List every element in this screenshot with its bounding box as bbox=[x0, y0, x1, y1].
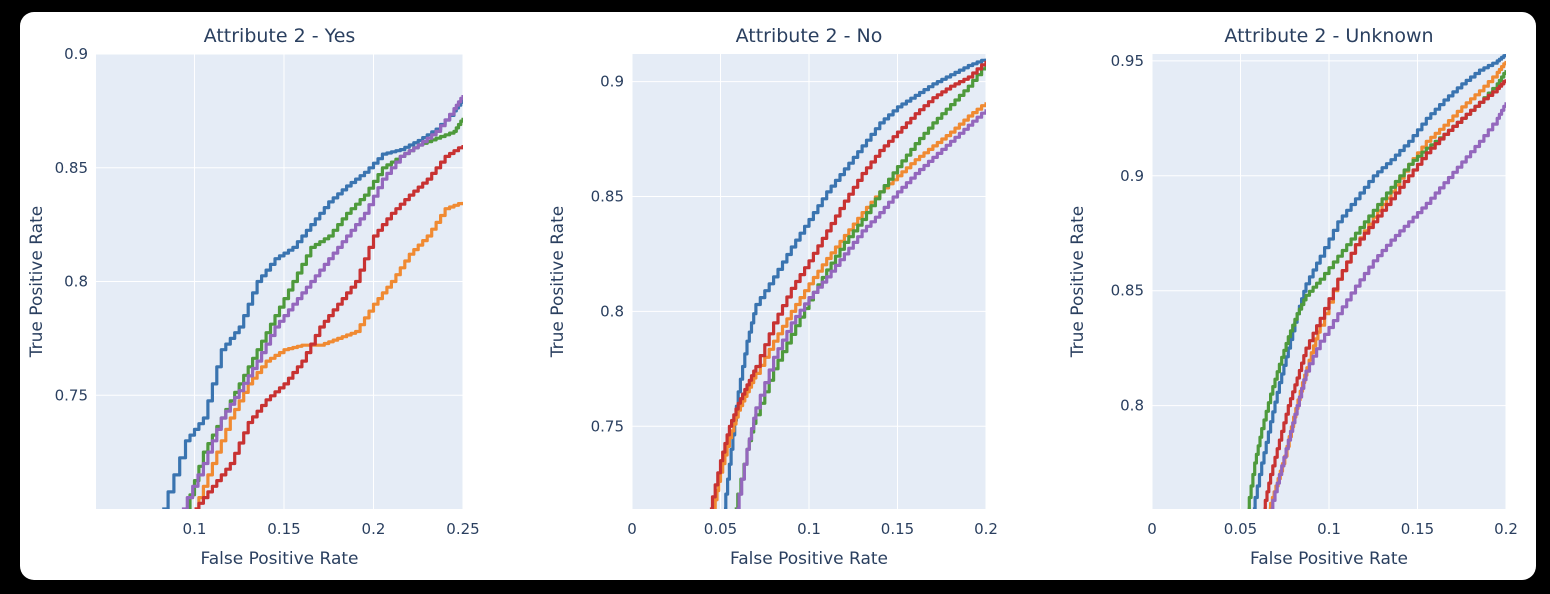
chart-2: 0 0.05 0.1 0.15 0.2 0.75 0.8 0.85 0.9 Attribute 2… bbox=[548, 25, 998, 569]
roc-charts: 0.1 0.15 0.2 0.25 0.75 0.8 0.85 0.9 Attribute 2 … bbox=[27, 25, 1518, 569]
roc-curve-4 bbox=[709, 60, 986, 509]
y-tick-label: 0.95 bbox=[1111, 52, 1144, 70]
roc-curve-4 bbox=[194, 145, 463, 509]
x-tick-label: 0.15 bbox=[881, 520, 914, 538]
roc-curve-5 bbox=[736, 109, 986, 509]
series-group bbox=[162, 95, 463, 509]
x-axis-title: False Positive Rate bbox=[1250, 549, 1408, 569]
y-tick-label: 0.85 bbox=[591, 187, 624, 205]
y-tick-label: 0.85 bbox=[55, 159, 88, 177]
x-tick-label: 0.1 bbox=[797, 520, 821, 538]
x-tick-label: 0.05 bbox=[704, 520, 737, 538]
x-tick-label: 0.2 bbox=[362, 520, 386, 538]
y-tick-label: 0.8 bbox=[1120, 397, 1144, 415]
x-tick-label: 0.15 bbox=[1401, 520, 1434, 538]
series-group bbox=[1247, 54, 1506, 509]
x-tick-label: 0.25 bbox=[446, 520, 479, 538]
y-axis-title: True Positive Rate bbox=[1068, 206, 1088, 358]
x-tick-label: 0.05 bbox=[1224, 520, 1257, 538]
x-tick-label: 0.1 bbox=[183, 520, 207, 538]
y-tick-label: 0.8 bbox=[64, 273, 88, 291]
roc-curve-1 bbox=[1252, 54, 1506, 509]
chart-1: 0.1 0.15 0.2 0.25 0.75 0.8 0.85 0.9 Attribute 2 … bbox=[27, 25, 480, 569]
y-tick-label: 0.9 bbox=[1120, 167, 1144, 185]
x-tick-label: 0.15 bbox=[267, 520, 300, 538]
roc-curve-5 bbox=[181, 95, 463, 509]
x-axis-title: False Positive Rate bbox=[201, 549, 359, 569]
chart-title: Attribute 2 - Unknown bbox=[1224, 25, 1433, 47]
x-tick-label: 0.1 bbox=[1317, 520, 1341, 538]
series-group bbox=[709, 58, 986, 509]
chart-title: Attribute 2 - Yes bbox=[204, 25, 356, 47]
x-tick-label: 0.2 bbox=[974, 520, 998, 538]
roc-curve-1 bbox=[724, 58, 986, 509]
y-tick-label: 0.8 bbox=[600, 302, 624, 320]
chart-title: Attribute 2 - No bbox=[736, 25, 883, 47]
chart-3: 0 0.05 0.1 0.15 0.2 0.8 0.85 0.9 0.95 Attribute 2… bbox=[1068, 25, 1518, 569]
x-tick-label: 0 bbox=[1147, 520, 1157, 538]
y-axis-title: True Positive Rate bbox=[548, 206, 568, 358]
y-tick-label: 0.9 bbox=[64, 45, 88, 63]
y-tick-label: 0.9 bbox=[600, 73, 624, 91]
y-tick-label: 0.75 bbox=[55, 386, 88, 404]
roc-curve-5 bbox=[1270, 102, 1506, 509]
x-tick-label: 0.2 bbox=[1494, 520, 1518, 538]
roc-curve-2 bbox=[194, 201, 463, 509]
x-axis-title: False Positive Rate bbox=[730, 549, 888, 569]
x-tick-label: 0 bbox=[627, 520, 637, 538]
y-axis-title: True Positive Rate bbox=[27, 206, 47, 358]
y-tick-label: 0.75 bbox=[591, 417, 624, 435]
roc-curve-4 bbox=[1263, 79, 1506, 509]
y-tick-label: 0.85 bbox=[1111, 282, 1144, 300]
roc-curve-1 bbox=[162, 99, 463, 509]
chart-panel: 0.1 0.15 0.2 0.25 0.75 0.8 0.85 0.9 Attribute 2 … bbox=[20, 12, 1536, 580]
